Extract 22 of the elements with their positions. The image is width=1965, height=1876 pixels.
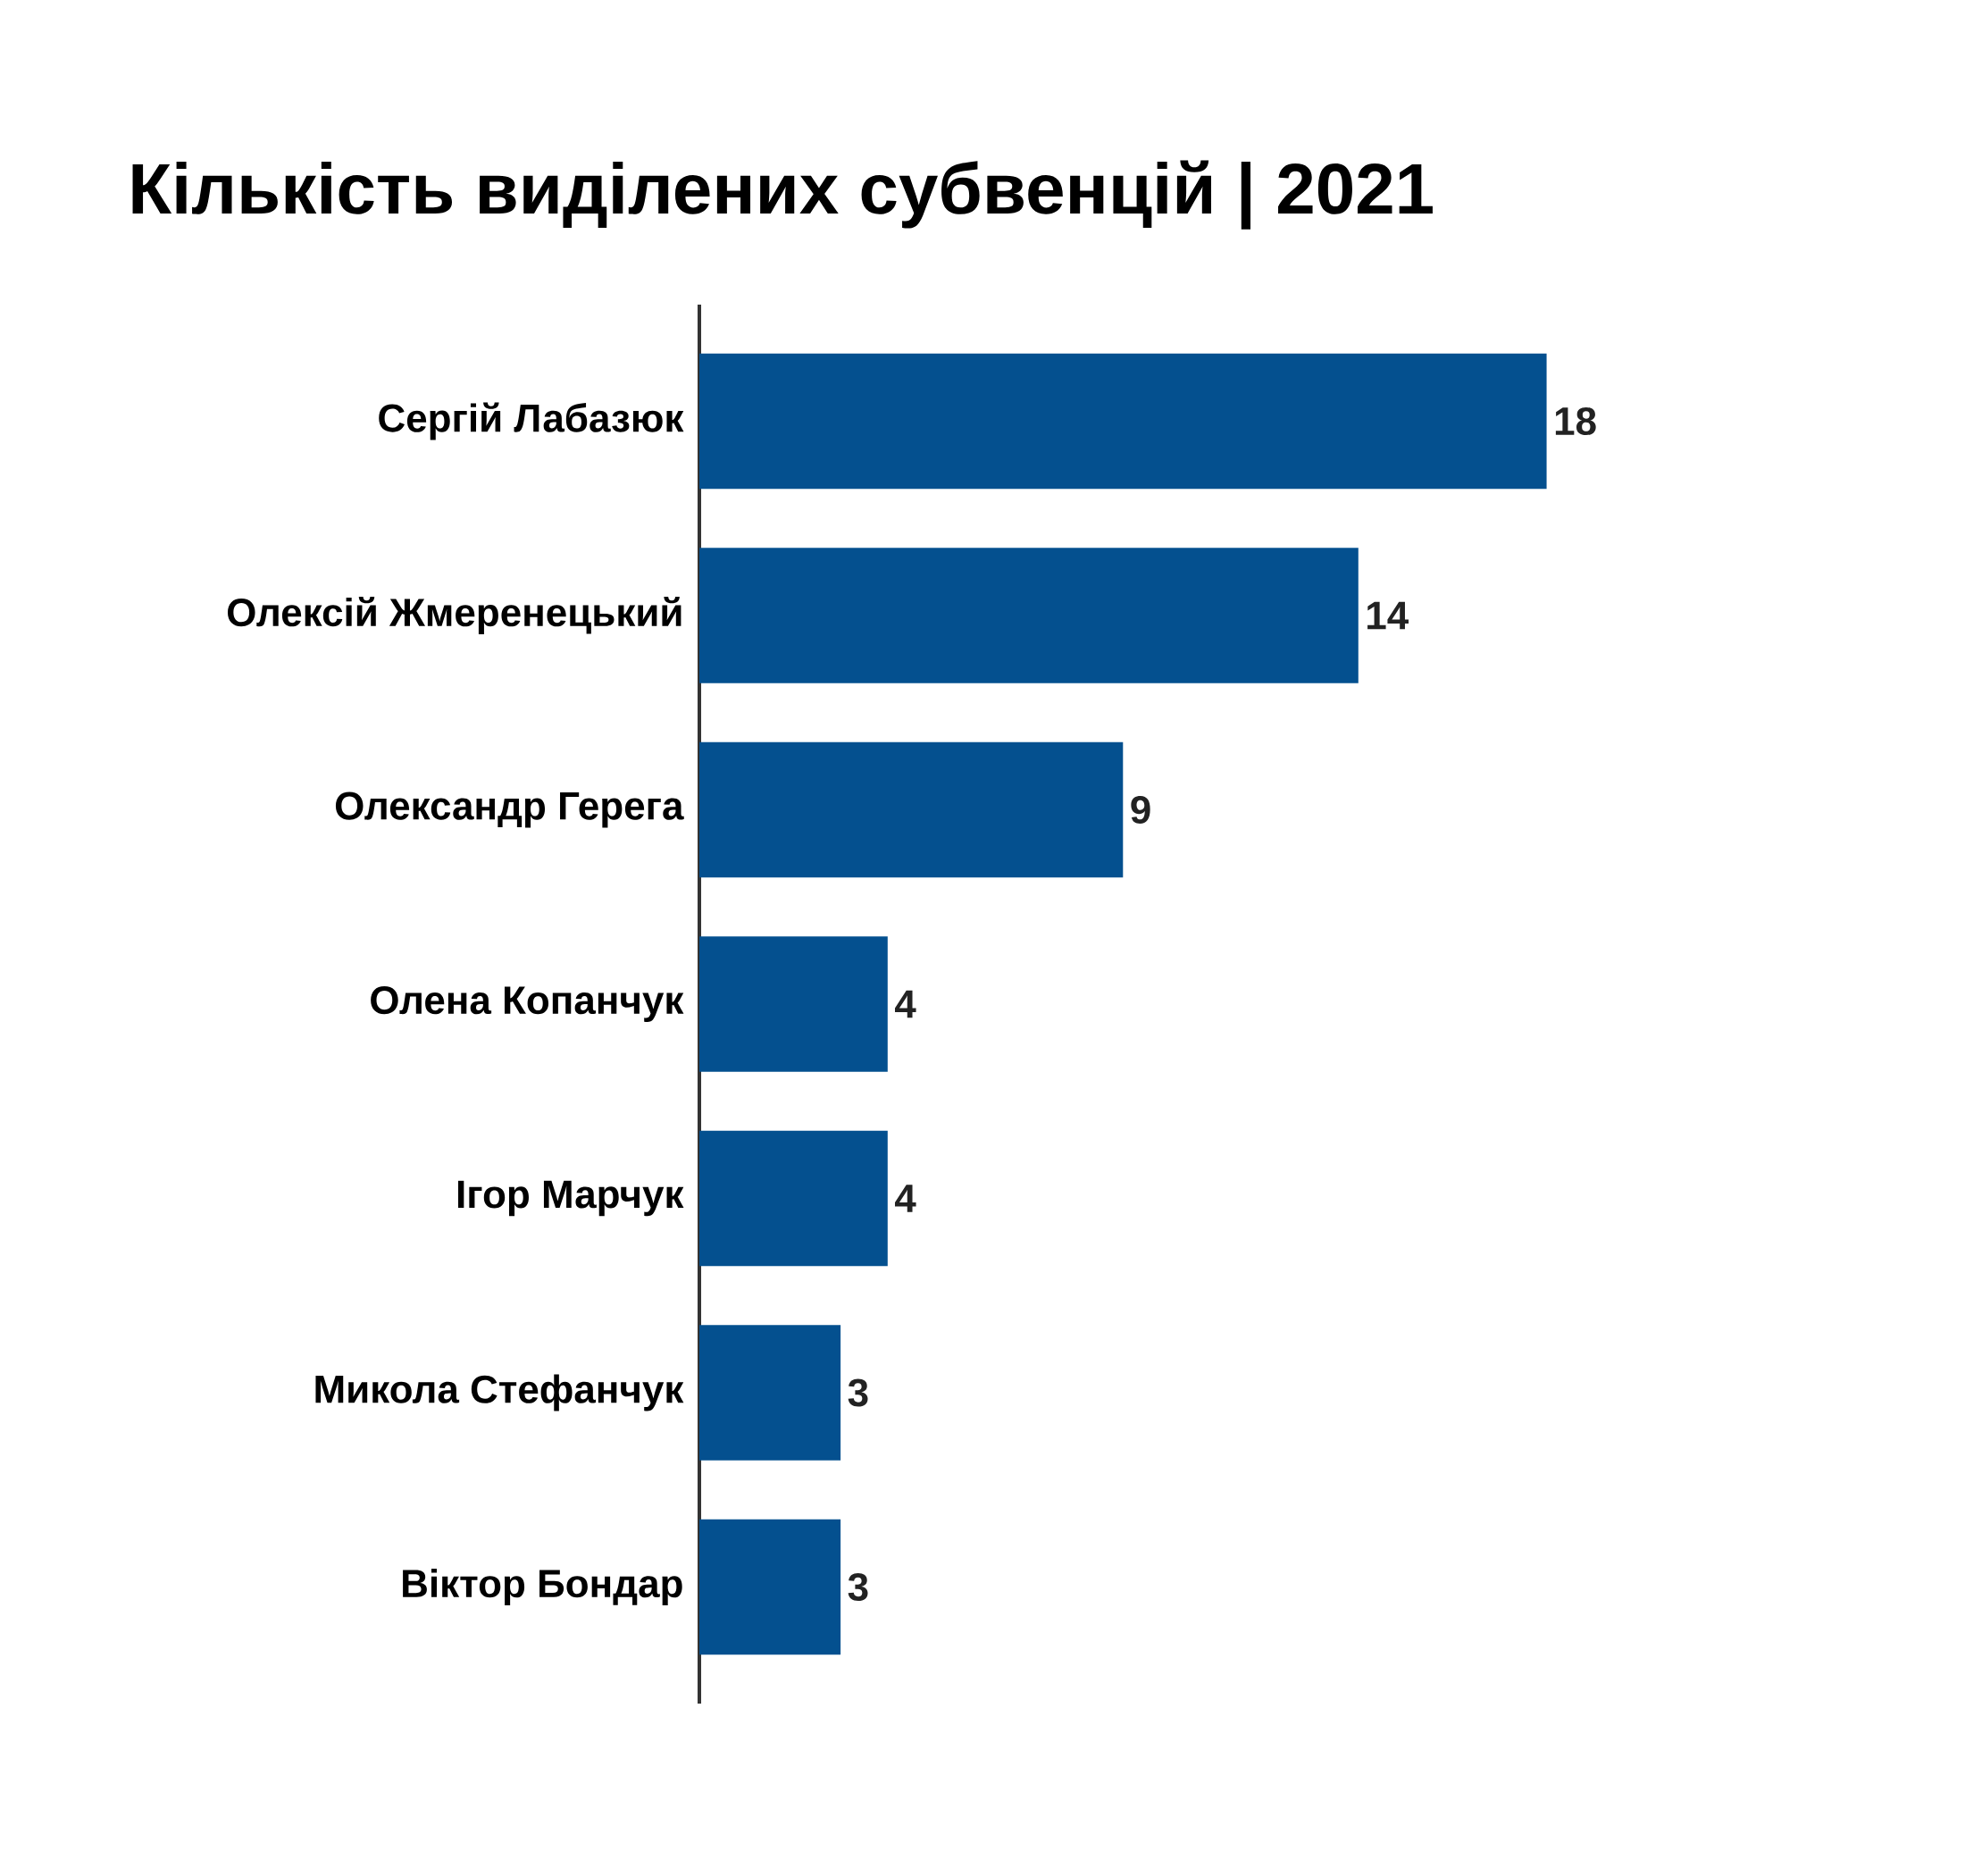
y-tick-label: Олексій Жмеренецький <box>227 597 681 634</box>
bar <box>699 741 1124 878</box>
y-tick-label: Микола Стефанчук <box>315 1374 684 1411</box>
data-label: 3 <box>848 1378 868 1407</box>
y-tick-label: Віктор Бондар <box>403 1568 682 1605</box>
y-tick-label: Олена Копанчук <box>371 986 684 1022</box>
bar <box>699 1325 841 1461</box>
data-label: 4 <box>894 1185 916 1212</box>
bar <box>699 1130 888 1267</box>
y-tick-label: Ігор Марчук <box>457 1180 684 1217</box>
data-label: 4 <box>894 990 916 1018</box>
bar <box>699 353 1547 490</box>
chart-title: Кількість виділених субвенцій | 2021 <box>132 160 1433 230</box>
data-label: 14 <box>1367 601 1409 630</box>
y-tick-label: Сергій Лабазюк <box>379 402 684 440</box>
bar <box>699 548 1359 683</box>
bar <box>699 936 888 1072</box>
data-label: 9 <box>1131 795 1150 825</box>
bar <box>699 1519 841 1655</box>
data-label: 3 <box>848 1572 868 1602</box>
y-tick-label: Олександр Герега <box>335 791 684 828</box>
data-label: 18 <box>1555 406 1596 436</box>
